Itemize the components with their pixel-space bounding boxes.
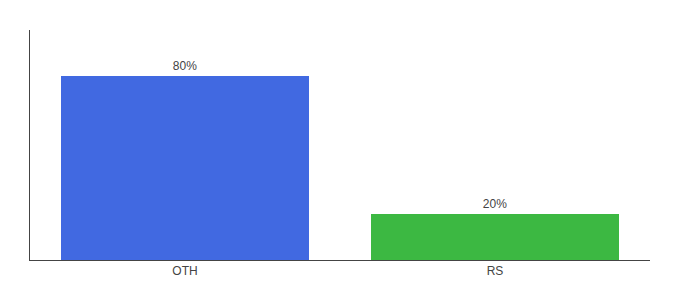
svg-text:80%: 80% (173, 59, 197, 73)
svg-text:20%: 20% (483, 197, 507, 211)
svg-text:OTH: OTH (172, 264, 197, 278)
svg-text:RS: RS (487, 264, 504, 278)
